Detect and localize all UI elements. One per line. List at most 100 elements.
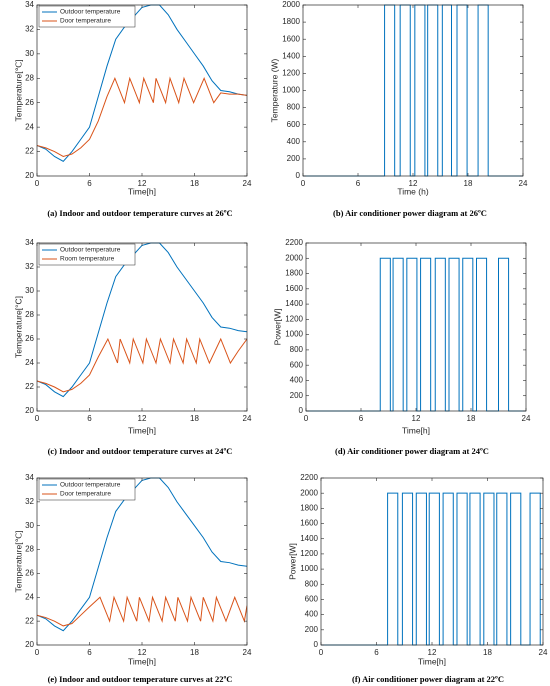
y-tick-label: 2000 — [282, 0, 300, 9]
x-tick-label: 6 — [87, 179, 92, 188]
x-tick-label: 24 — [243, 648, 252, 657]
x-tick-label: 18 — [190, 648, 199, 657]
y-tick-label: 600 — [290, 360, 304, 369]
x-tick-label: 24 — [243, 414, 252, 423]
y-tick-label: 0 — [314, 640, 319, 649]
y-tick-label: 22 — [25, 382, 34, 391]
legend-box — [38, 478, 136, 501]
y-tick-label: 2200 — [285, 238, 303, 247]
x-tick-label: 6 — [374, 648, 379, 657]
x-tick-label: 12 — [409, 179, 418, 188]
legend-label: Door temperature — [60, 18, 111, 25]
y-tick-label: 1800 — [282, 17, 300, 26]
x-tick-label: 24 — [519, 179, 528, 188]
x-axis-label: Time (h) — [397, 186, 428, 196]
x-axis-label: Time[h] — [128, 656, 156, 666]
x-tick-label: 12 — [138, 179, 147, 188]
y-tick-label: 1400 — [282, 51, 300, 60]
y-tick-label: 800 — [290, 345, 304, 354]
y-axis-label: Power[W] — [272, 309, 282, 346]
y-tick-label: 22 — [25, 616, 34, 625]
x-tick-label: 6 — [87, 414, 92, 423]
plot-area — [303, 5, 523, 176]
y-tick-label: 22 — [25, 147, 34, 156]
chart-panel: 0 6 12 18 24 0 200 400 600 800 1000 1200 1400 1600 180… — [269, 0, 528, 218]
x-tick-label: 18 — [467, 414, 476, 423]
chart-panel: 0 6 12 18 24 20 22 24 26 28 30 32 34 Time[h] Temperatu… — [13, 0, 252, 218]
y-tick-label: 1400 — [285, 299, 303, 308]
legend-label: Door temperature — [60, 491, 111, 498]
y-tick-label: 0 — [296, 171, 301, 180]
x-tick-label: 12 — [412, 414, 421, 423]
x-tick-label: 0 — [301, 179, 306, 188]
plot-area — [321, 478, 543, 645]
x-axis-label: Time[h] — [402, 425, 430, 435]
legend-label: Outdoor temperature — [60, 9, 121, 16]
x-tick-label: 24 — [243, 179, 252, 188]
series-line — [321, 492, 543, 646]
x-tick-label: 6 — [356, 179, 361, 188]
y-tick-label: 20 — [25, 406, 34, 415]
x-axis-label: Time[h] — [128, 186, 156, 196]
y-tick-label: 30 — [25, 521, 34, 530]
y-tick-label: 32 — [25, 262, 34, 271]
y-axis-label: Temperature[°C] — [13, 296, 23, 358]
y-tick-label: 32 — [25, 497, 34, 506]
y-tick-label: 0 — [299, 406, 304, 415]
plot-area — [37, 243, 247, 411]
y-tick-label: 20 — [25, 640, 34, 649]
y-tick-label: 24 — [25, 358, 34, 367]
y-tick-label: 1400 — [300, 534, 318, 543]
x-tick-label: 12 — [428, 648, 437, 657]
y-tick-label: 30 — [25, 286, 34, 295]
y-axis-label: Temperature (W) — [269, 58, 279, 122]
y-tick-label: 20 — [25, 171, 34, 180]
y-tick-label: 34 — [25, 238, 34, 247]
x-tick-label: 0 — [35, 414, 40, 423]
y-tick-label: 28 — [25, 310, 34, 319]
legend-box — [38, 5, 136, 28]
chart-panel: 0 6 12 18 24 20 22 24 26 28 30 32 34 Time[h] Temperatu… — [13, 473, 252, 684]
x-axis-label: Time[h] — [418, 656, 446, 666]
y-tick-label: 1600 — [285, 284, 303, 293]
caption: (a) Indoor and outdoor temperature curve… — [47, 208, 232, 218]
y-tick-label: 24 — [25, 592, 34, 601]
x-tick-label: 24 — [539, 648, 548, 657]
y-tick-label: 32 — [25, 25, 34, 34]
y-tick-label: 1000 — [300, 564, 318, 573]
y-axis-label: Temperature[℃] — [13, 531, 23, 593]
y-tick-label: 1000 — [285, 330, 303, 339]
y-axis-label: Power[W] — [287, 543, 297, 580]
y-tick-label: 600 — [287, 120, 301, 129]
y-tick-label: 2000 — [285, 253, 303, 262]
y-tick-label: 600 — [305, 595, 319, 604]
x-tick-label: 12 — [138, 414, 147, 423]
x-tick-label: 18 — [190, 414, 199, 423]
y-tick-label: 1800 — [285, 269, 303, 278]
y-tick-label: 1200 — [282, 69, 300, 78]
chart-panel: 0 6 12 18 24 0 200 400 600 800 1000 1200 1400 1600 180… — [272, 238, 531, 456]
y-tick-label: 200 — [290, 391, 304, 400]
series-line — [37, 595, 247, 627]
y-tick-label: 34 — [25, 0, 34, 9]
y-tick-label: 800 — [305, 579, 319, 588]
caption: (f) Air conditioner power diagram at 22º… — [352, 674, 504, 684]
y-tick-label: 800 — [287, 103, 301, 112]
y-tick-label: 28 — [25, 73, 34, 82]
y-tick-label: 2000 — [300, 488, 318, 497]
legend-label: Outdoor temperature — [60, 482, 121, 489]
x-tick-label: 24 — [522, 414, 531, 423]
series-line — [37, 76, 247, 157]
x-tick-label: 0 — [35, 179, 40, 188]
x-tick-label: 18 — [483, 648, 492, 657]
series-line — [306, 257, 526, 412]
y-tick-label: 34 — [25, 473, 34, 482]
y-tick-label: 1800 — [300, 503, 318, 512]
x-tick-label: 0 — [304, 414, 309, 423]
series-line — [37, 337, 247, 393]
plot-area — [306, 243, 526, 411]
caption: (e) Indoor and outdoor temperature curve… — [48, 674, 233, 684]
y-tick-label: 400 — [287, 137, 301, 146]
caption: (d) Air conditioner power diagram at 24º… — [335, 446, 489, 456]
y-tick-label: 26 — [25, 334, 34, 343]
